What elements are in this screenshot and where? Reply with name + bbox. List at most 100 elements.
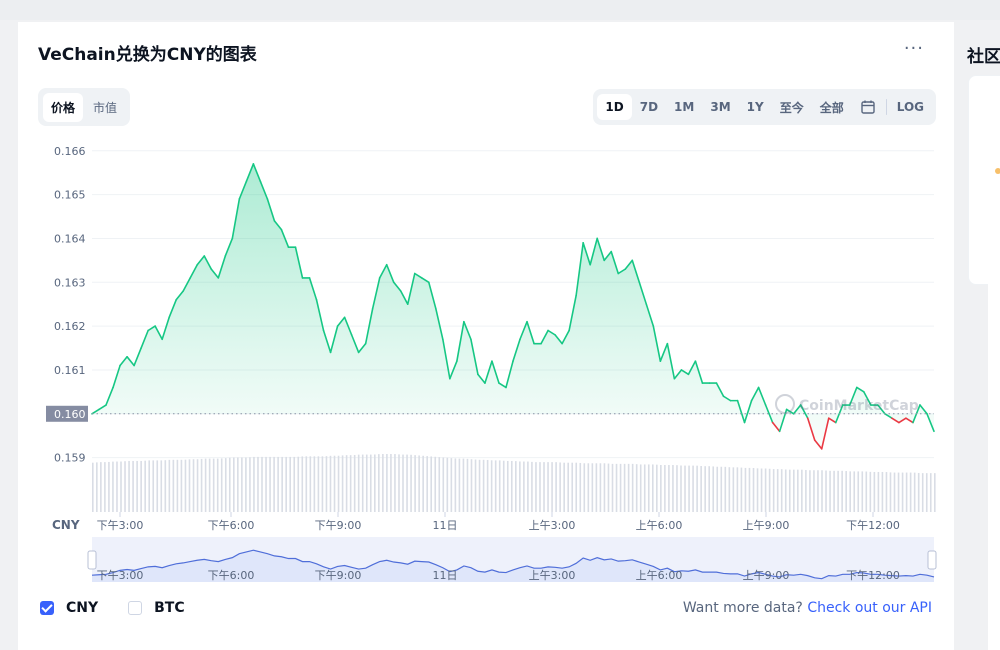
volume-bar — [192, 459, 195, 512]
volume-bar — [124, 461, 126, 512]
price-line-segment — [743, 399, 753, 424]
volume-bar — [660, 464, 662, 512]
cny-checkbox[interactable] — [40, 601, 54, 615]
volume-bar — [575, 462, 578, 512]
volume-bar — [724, 466, 727, 512]
volume-bar — [547, 462, 549, 512]
volume-bar — [233, 457, 235, 512]
volume-bar — [269, 456, 271, 512]
volume-bar — [752, 468, 755, 512]
price-line-segment — [680, 369, 690, 376]
price-line-segment — [477, 373, 486, 384]
volume-bar — [700, 466, 702, 512]
volume-bar — [486, 459, 489, 512]
volume-bar — [934, 473, 936, 512]
volume-bar — [132, 460, 134, 512]
volume-bar — [365, 454, 368, 512]
price-line-segment — [638, 281, 648, 305]
volume-bar — [885, 472, 888, 512]
price-line-segment — [589, 237, 599, 266]
volume-bar — [164, 460, 167, 512]
api-link[interactable]: Check out our API — [807, 600, 932, 616]
volume-bar — [821, 470, 823, 512]
price-line-segment — [224, 237, 234, 257]
volume-bar — [772, 469, 775, 512]
volume-bar — [651, 464, 654, 512]
volume-bar — [422, 455, 424, 512]
btc-checkbox[interactable] — [128, 601, 143, 615]
range-1d[interactable]: 1D — [597, 94, 632, 120]
price-line-segment — [406, 272, 416, 305]
x-axis-labels: 下午3:00 下午6:00 下午9:00 11日 上午3:00 上午6:00 上午9:00 下… — [97, 512, 900, 532]
navigator-tick-label: 上午9:00 — [743, 569, 790, 582]
volume-bar — [281, 456, 283, 512]
range-ytd[interactable]: 至今 — [779, 100, 804, 115]
range-1m[interactable]: 1M — [674, 100, 695, 114]
volume-bar — [329, 455, 332, 512]
volume-bar — [474, 459, 477, 512]
range-1y[interactable]: 1Y — [746, 100, 764, 114]
volume-bar — [917, 472, 920, 512]
price-line-segment — [771, 421, 781, 433]
volume-bar — [704, 466, 706, 512]
calendar-icon[interactable] — [852, 93, 884, 121]
volume-bar — [257, 456, 259, 512]
price-line-segment — [182, 277, 192, 292]
volume-bar — [676, 465, 678, 512]
price-line-segment — [238, 180, 248, 200]
volume-bar — [921, 473, 924, 512]
price-line-segment — [617, 268, 627, 275]
price-line-segment — [673, 369, 683, 380]
price-line-segment — [112, 364, 121, 389]
tab-market-cap[interactable]: 市值 — [93, 100, 118, 115]
volume-bar — [237, 457, 239, 512]
price-line-segment — [357, 342, 367, 354]
navigator-tick-label: 上午3:00 — [529, 569, 576, 582]
volume-bar — [172, 459, 175, 512]
volume-bar — [450, 458, 453, 512]
volume-bar — [607, 463, 610, 512]
volume-bar — [220, 458, 223, 512]
chart-card: VeChain兑换为CNY的图表 ··· 价格 市值 1D 7D 1M 3M 1… — [18, 22, 954, 650]
volume-bar — [390, 454, 392, 512]
volume-bar — [398, 454, 400, 512]
volume-bar — [96, 462, 98, 512]
volume-bar — [100, 462, 102, 512]
price-line-segment — [273, 220, 283, 231]
coinmarketcap-logo-icon — [775, 394, 795, 414]
volume-bar — [104, 462, 106, 512]
volume-bar — [647, 464, 650, 512]
log-scale-toggle[interactable]: LOG — [896, 100, 924, 114]
range-3m[interactable]: 3M — [710, 100, 731, 114]
price-line-segment — [385, 263, 395, 284]
volume-bar — [825, 470, 827, 512]
volume-bar — [357, 454, 360, 512]
volume-bar — [841, 470, 843, 512]
volume-bar — [780, 469, 783, 512]
volume-bar — [345, 455, 348, 512]
price-line-segment — [442, 338, 451, 380]
range-7d[interactable]: 7D — [639, 100, 659, 114]
volume-bar — [321, 456, 324, 512]
tab-price[interactable]: 价格 — [43, 92, 84, 122]
price-line-segment — [722, 395, 732, 402]
price-line-segment — [484, 360, 493, 384]
range-all[interactable]: 全部 — [819, 100, 844, 115]
volume-bar — [716, 466, 719, 512]
price-line-segment — [547, 329, 556, 336]
volume-bar — [136, 460, 138, 512]
price-line-segment — [449, 360, 458, 380]
volume-bar — [494, 460, 497, 512]
price-line-segment — [926, 412, 935, 433]
volume-bar — [744, 467, 747, 512]
price-line-segment — [294, 246, 304, 279]
price-line-segment — [645, 303, 655, 327]
price-line-segment — [491, 360, 500, 384]
price-line-segment — [470, 338, 479, 376]
price-chart[interactable]: 0.166 0.165 0.164 0.163 0.162 0.161 0.160 0.159… — [18, 22, 954, 582]
volume-bar — [672, 465, 674, 512]
volume-bar — [196, 459, 199, 512]
price-line-segment — [210, 268, 220, 279]
more-options-button[interactable]: ··· — [903, 38, 924, 59]
price-line-segment — [575, 242, 584, 297]
